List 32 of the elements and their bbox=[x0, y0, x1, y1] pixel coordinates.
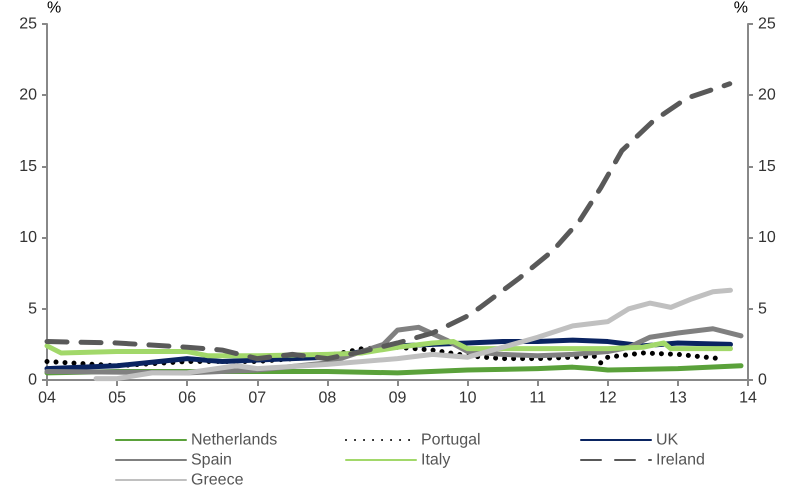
x-tick-label: 05 bbox=[108, 390, 126, 406]
y-tick-label: 15 bbox=[19, 158, 38, 175]
y2-tick-label: 20 bbox=[758, 86, 776, 104]
x-tick-label: 10 bbox=[458, 390, 477, 406]
legend-label: Ireland bbox=[656, 452, 705, 468]
x-tick-label: 07 bbox=[248, 390, 266, 406]
x-tick-label: 11 bbox=[529, 390, 546, 406]
legend-label: Netherlands bbox=[191, 432, 278, 448]
y2-tick-label: 10 bbox=[758, 229, 776, 246]
y2-tick-label: 15 bbox=[758, 158, 776, 175]
x-tick-label: 04 bbox=[38, 390, 56, 406]
legend-label: Spain bbox=[191, 452, 232, 468]
x-tick-label: 14 bbox=[739, 390, 757, 406]
y-axis-title: % bbox=[47, 0, 62, 16]
legend-label: Portugal bbox=[421, 432, 481, 448]
y-tick-label: 5 bbox=[28, 300, 38, 318]
y2-tick-label: 5 bbox=[758, 300, 767, 318]
y-tick-label: 20 bbox=[19, 86, 38, 104]
x-tick-label: 12 bbox=[598, 390, 617, 406]
legend-label: Italy bbox=[421, 452, 450, 468]
y2-tick-label: 0 bbox=[758, 372, 767, 388]
y-tick-label: 25 bbox=[19, 16, 38, 32]
y-tick-label: 0 bbox=[28, 372, 38, 388]
y-tick-label: 10 bbox=[19, 229, 38, 246]
legend-label: UK bbox=[656, 432, 679, 448]
x-tick-label: 06 bbox=[178, 390, 196, 406]
y2-tick-label: 25 bbox=[758, 16, 776, 32]
y2-axis-title: % bbox=[734, 0, 748, 16]
x-tick-label: 08 bbox=[318, 390, 336, 406]
legend-label: Greece bbox=[191, 472, 244, 488]
x-tick-label: 13 bbox=[669, 390, 687, 406]
x-tick-label: 09 bbox=[388, 390, 406, 406]
